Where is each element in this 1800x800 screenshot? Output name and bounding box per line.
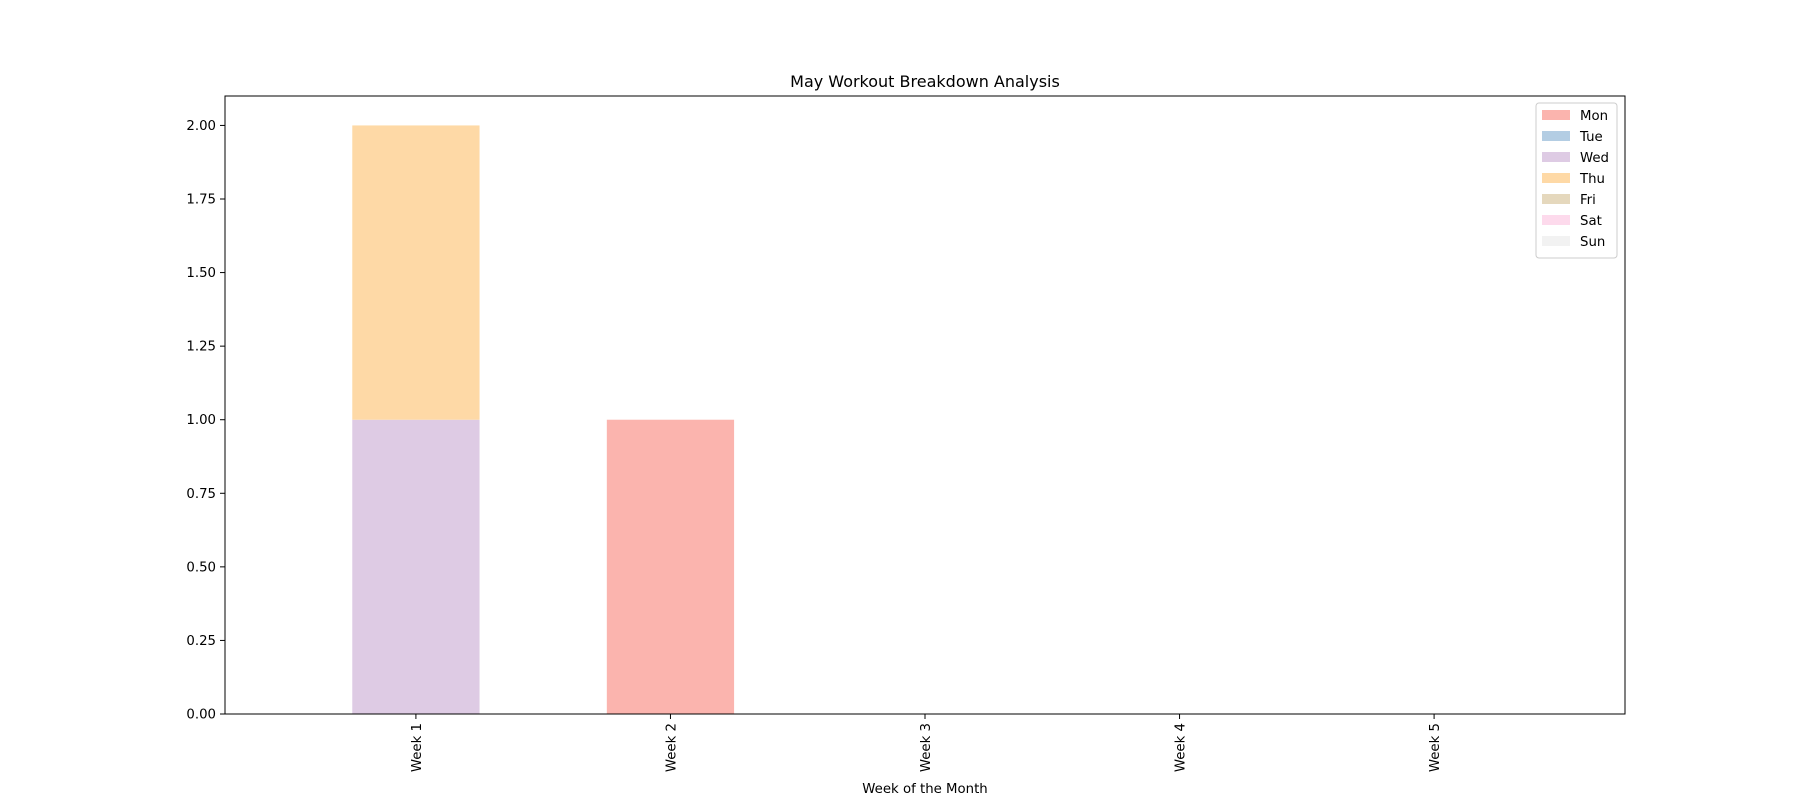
legend-label-tue: Tue (1579, 130, 1603, 145)
legend-swatch-tue (1542, 131, 1570, 141)
legend-label-sun: Sun (1580, 235, 1605, 250)
legend-swatch-wed (1542, 152, 1570, 162)
legend-label-wed: Wed (1580, 151, 1609, 166)
legend-swatch-sun (1542, 236, 1570, 246)
y-tick-label: 0.75 (186, 487, 216, 502)
legend: Mon Tue Wed Thu Fri Sat Sun (1535, 102, 1618, 259)
legend-label-thu: Thu (1579, 172, 1605, 187)
bar-wed-week-1 (352, 419, 480, 714)
y-tick-label: 0.50 (186, 560, 216, 575)
y-tick-label: 1.50 (186, 266, 216, 281)
x-axis-label: Week of the Month (862, 782, 987, 797)
bars-layer (352, 125, 735, 714)
y-tick-label: 1.25 (186, 340, 216, 355)
x-tick-label: Week 4 (1174, 723, 1189, 772)
x-tick-label: Week 2 (664, 723, 679, 772)
y-tick-label: 1.75 (186, 193, 216, 208)
legend-swatch-fri (1542, 194, 1570, 204)
x-tick-label: Week 5 (1428, 723, 1443, 772)
x-tick-label: Week 3 (919, 723, 934, 772)
bar-mon-week-2 (606, 419, 735, 714)
legend-label-mon: Mon (1580, 109, 1608, 124)
legend-swatch-thu (1542, 173, 1570, 183)
y-tick-label: 2.00 (186, 119, 216, 134)
y-tick-label: 0.00 (186, 708, 216, 723)
legend-swatch-mon (1542, 110, 1570, 120)
legend-label-sat: Sat (1580, 214, 1602, 229)
x-tick-label: Week 1 (410, 723, 425, 772)
y-tick-label: 1.00 (186, 413, 216, 428)
legend-swatch-sat (1542, 215, 1570, 225)
legend-label-fri: Fri (1580, 193, 1596, 208)
x-axis: Week 1 Week 2 Week 3 Week 4 Week 5 (410, 714, 1443, 772)
y-tick-label: 0.25 (186, 634, 216, 649)
chart-title: May Workout Breakdown Analysis (790, 72, 1060, 91)
y-axis: 0.00 0.25 0.50 0.75 1.00 1.25 1.50 1.75 2.00 (186, 119, 225, 723)
bar-thu-week-1 (352, 125, 480, 420)
